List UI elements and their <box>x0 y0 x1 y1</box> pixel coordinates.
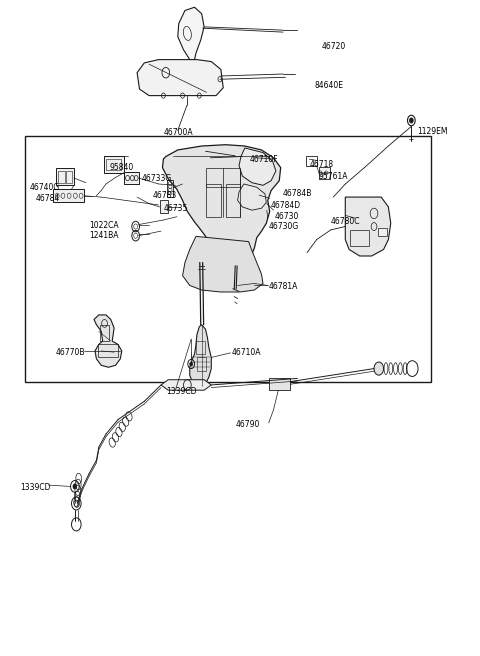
Bar <box>196 341 204 354</box>
Text: 46784: 46784 <box>36 194 60 203</box>
Bar <box>58 171 65 182</box>
Text: 46790: 46790 <box>235 420 260 430</box>
Polygon shape <box>178 7 204 60</box>
Text: 1339CD: 1339CD <box>166 387 196 396</box>
Bar <box>106 159 121 171</box>
Text: 84640E: 84640E <box>314 81 343 91</box>
Circle shape <box>374 362 384 375</box>
Text: 46700A: 46700A <box>163 129 193 137</box>
Text: 46780C: 46780C <box>331 216 360 226</box>
Text: 1022CA: 1022CA <box>89 220 119 230</box>
Polygon shape <box>137 60 223 96</box>
Polygon shape <box>94 315 122 367</box>
Text: 1339CD: 1339CD <box>20 483 50 491</box>
Text: 46783: 46783 <box>153 191 177 199</box>
Bar <box>66 171 72 182</box>
Bar <box>56 169 74 185</box>
Bar <box>124 173 139 184</box>
Text: 46733G: 46733G <box>142 174 172 183</box>
Text: 46730: 46730 <box>275 213 299 221</box>
Bar <box>378 228 387 236</box>
Text: 46718: 46718 <box>310 160 334 169</box>
Text: 46770B: 46770B <box>56 348 85 358</box>
Bar <box>269 378 290 390</box>
Text: 95840: 95840 <box>110 163 134 172</box>
Text: 46784D: 46784D <box>271 201 301 210</box>
Polygon shape <box>162 145 281 266</box>
Circle shape <box>190 362 192 366</box>
Bar <box>104 157 124 173</box>
Text: 46740G: 46740G <box>29 183 60 192</box>
Bar <box>159 200 168 213</box>
Text: 46710F: 46710F <box>250 155 278 163</box>
Bar <box>167 180 173 197</box>
Polygon shape <box>182 236 263 292</box>
Text: 1129EM: 1129EM <box>417 127 447 136</box>
Polygon shape <box>190 325 211 386</box>
Text: 95761A: 95761A <box>319 172 348 180</box>
Text: 46735: 46735 <box>163 205 188 213</box>
Text: 46720: 46720 <box>322 42 346 51</box>
Bar <box>24 136 432 382</box>
Bar <box>98 344 118 358</box>
Bar <box>53 189 84 202</box>
Polygon shape <box>201 153 210 165</box>
Bar <box>206 184 221 216</box>
Bar <box>226 184 240 216</box>
Bar <box>206 168 240 187</box>
Circle shape <box>73 483 77 489</box>
Polygon shape <box>161 380 211 390</box>
Bar <box>100 325 109 341</box>
Polygon shape <box>239 148 276 185</box>
Polygon shape <box>238 184 266 210</box>
Bar <box>306 156 317 166</box>
Text: 46781A: 46781A <box>269 282 298 291</box>
Text: 46730G: 46730G <box>269 222 299 231</box>
Text: 1241BA: 1241BA <box>89 231 119 240</box>
Circle shape <box>409 118 413 123</box>
Bar <box>197 358 206 371</box>
Text: 46710A: 46710A <box>231 348 261 358</box>
Bar <box>350 230 369 246</box>
Bar <box>319 167 329 178</box>
Text: 46784B: 46784B <box>283 189 312 197</box>
Polygon shape <box>345 197 391 256</box>
